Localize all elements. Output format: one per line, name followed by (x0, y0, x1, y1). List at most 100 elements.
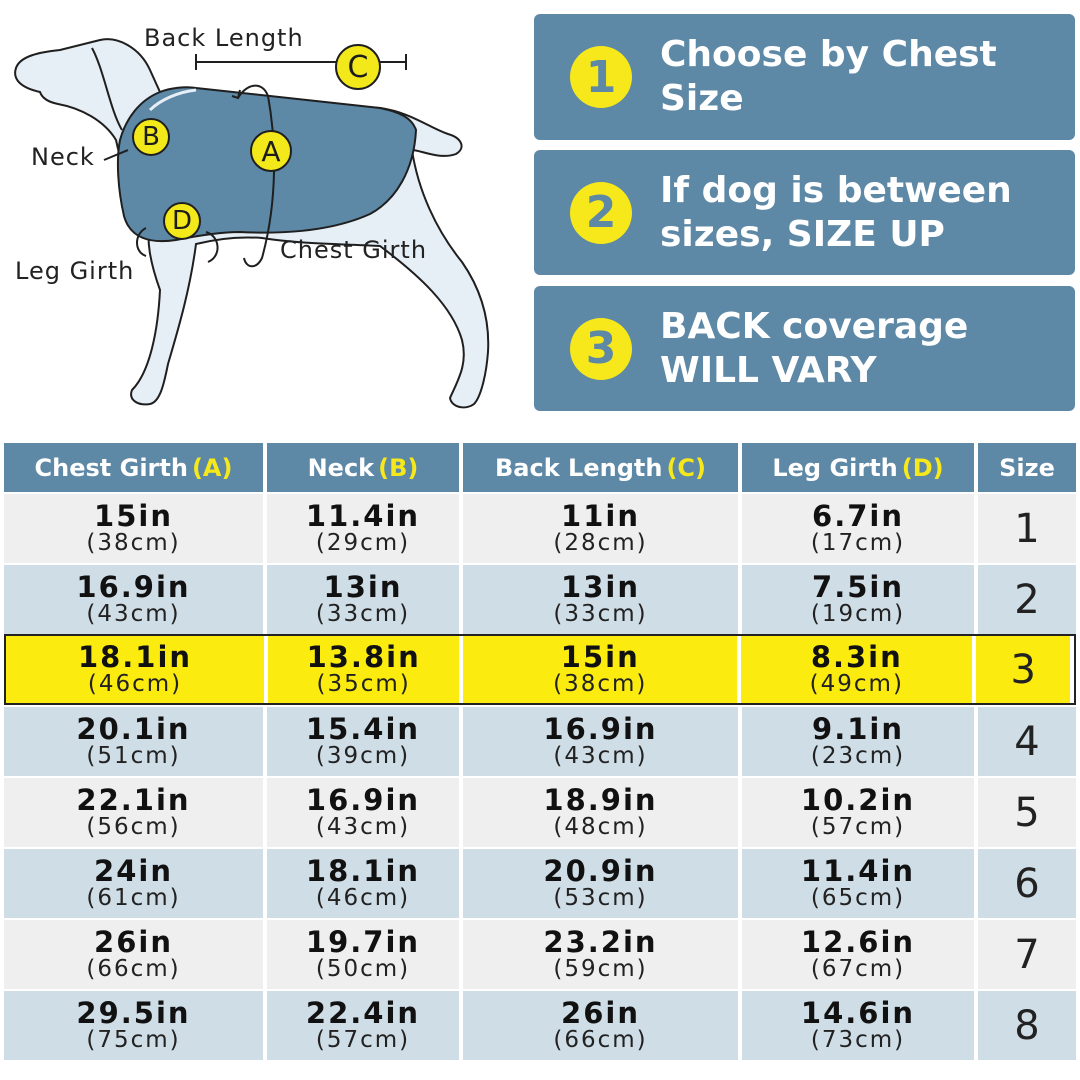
size-value: 7 (1014, 931, 1040, 978)
tip-text: If dog is between sizes, SIZE UP (660, 169, 1012, 257)
size-value: 2 (1014, 576, 1040, 623)
leg-girth-cell: 7.5in (19cm) (742, 565, 978, 634)
tip-line: BACK coverage (660, 305, 969, 347)
inch-value: 18.1in (305, 853, 421, 888)
tip-3: 3 BACK coverage WILL VARY (534, 286, 1075, 411)
back-length-cell: 15in (38cm) (463, 636, 742, 703)
leg-girth-cell: 11.4in (65cm) (742, 849, 978, 918)
inch-value: 29.5in (76, 995, 191, 1030)
cm-value: (19cm) (810, 600, 906, 627)
tip-text: BACK coverage WILL VARY (660, 305, 968, 393)
inch-value: 15in (94, 498, 173, 533)
size-cell: 1 (978, 494, 1076, 563)
chest-girth-cell: 26in (66cm) (4, 920, 267, 989)
cm-value: (50cm) (315, 955, 411, 982)
cm-value: (38cm) (553, 670, 648, 697)
inch-value: 11.4in (305, 498, 421, 533)
inch-value: 15.4in (305, 711, 421, 746)
table-body: 15in (38cm) 11.4in (29cm) 11in (28cm) 6.7in (17… (4, 492, 1076, 1060)
cm-value: (33cm) (553, 600, 648, 627)
table-row: 20.1in (51cm) 15.4in (39cm) 16.9in (43cm) 9.1i… (4, 705, 1076, 776)
inch-value: 13in (323, 569, 403, 604)
size-value: 8 (1014, 1002, 1040, 1049)
size-value: 1 (1014, 505, 1040, 552)
table-row: 29.5in (75cm) 22.4in (57cm) 26in (66cm) 14.6in… (4, 989, 1076, 1060)
size-value: 6 (1014, 860, 1040, 907)
cm-value: (35cm) (316, 670, 411, 697)
inch-value: 6.7in (812, 498, 904, 533)
leg-girth-label: Leg Girth (15, 257, 135, 285)
chest-girth-cell: 18.1in (46cm) (6, 636, 269, 703)
cm-value: (65cm) (810, 884, 906, 911)
inch-value: 20.9in (543, 853, 658, 888)
tip-line: sizes, SIZE UP (660, 213, 945, 255)
dog-ear-shape (91, 47, 123, 131)
marker-c: C (335, 44, 381, 90)
cm-value: (73cm) (810, 1026, 906, 1053)
table-header-row: Chest Girth (A) Neck (B) Back Length (C) Le… (4, 443, 1076, 492)
cm-value: (51cm) (86, 742, 181, 769)
cm-value: (39cm) (315, 742, 411, 769)
inch-value: 16.9in (305, 782, 421, 817)
tip-number-badge: 2 (570, 181, 632, 244)
size-cell: 3 (976, 636, 1074, 703)
inch-value: 22.4in (305, 995, 421, 1030)
back-length-cell: 13in (33cm) (463, 565, 742, 634)
tip-number-badge: 1 (570, 46, 632, 108)
tip-line: If dog is between (660, 169, 1012, 211)
cm-value: (33cm) (315, 600, 411, 627)
cm-value: (57cm) (315, 1026, 411, 1053)
dog-illustration (14, 38, 490, 409)
chest-girth-cell: 15in (38cm) (4, 494, 267, 563)
size-cell: 8 (978, 991, 1076, 1060)
inch-value: 8.3in (810, 639, 903, 674)
chest-girth-cell: 24in (61cm) (4, 849, 267, 918)
inch-value: 12.6in (800, 924, 916, 959)
inch-value: 20.1in (76, 711, 191, 746)
size-value: 4 (1014, 718, 1040, 765)
tip-1: 1 Choose by Chest Size (534, 14, 1075, 140)
cm-value: (61cm) (86, 884, 181, 911)
inch-value: 23.2in (543, 924, 658, 959)
neck-cell: 16.9in (43cm) (267, 778, 463, 847)
dog-measurement-diagram: Back Length Neck Chest Girth Leg Girth C… (0, 0, 520, 420)
size-value: 5 (1014, 789, 1040, 836)
back-length-cell: 26in (66cm) (463, 991, 742, 1060)
marker-a: A (250, 130, 292, 172)
table-row: 16.9in (43cm) 13in (33cm) 13in (33cm) 7.5in (19… (4, 563, 1076, 634)
cm-value: (48cm) (553, 813, 648, 840)
leg-girth-cell: 8.3in (49cm) (741, 636, 977, 703)
cm-value: (43cm) (86, 600, 181, 627)
inch-value: 9.1in (812, 711, 904, 746)
cm-value: (75cm) (86, 1026, 181, 1053)
size-value: 3 (1010, 646, 1036, 693)
inch-value: 16.9in (543, 711, 658, 746)
tip-line: Size (660, 78, 744, 119)
cm-value: (17cm) (810, 529, 906, 556)
cm-value: (66cm) (86, 955, 181, 982)
size-cell: 5 (978, 778, 1076, 847)
header-leg-girth: Leg Girth (D) (742, 443, 978, 492)
inch-value: 11in (561, 498, 640, 533)
size-cell: 4 (978, 707, 1076, 776)
neck-cell: 13in (33cm) (267, 565, 463, 634)
back-length-label: Back Length (144, 24, 304, 52)
inch-value: 13in (561, 569, 640, 604)
header-size: Size (999, 453, 1055, 482)
chest-girth-cell: 16.9in (43cm) (4, 565, 267, 634)
chest-girth-cell: 22.1in (56cm) (4, 778, 267, 847)
size-cell: 6 (978, 849, 1076, 918)
cm-value: (66cm) (553, 1026, 648, 1053)
leg-girth-cell: 6.7in (17cm) (742, 494, 978, 563)
back-length-cell: 18.9in (48cm) (463, 778, 742, 847)
header-back-length: Back Length (C) (463, 443, 742, 492)
neck-cell: 18.1in (46cm) (267, 849, 463, 918)
table-row: 18.1in (46cm) 13.8in (35cm) 15in (38cm) 8.3in(… (4, 634, 1076, 705)
neck-cell: 22.4in (57cm) (267, 991, 463, 1060)
cm-value: (46cm) (87, 670, 183, 697)
inch-value: 18.9in (543, 782, 658, 817)
inch-value: 7.5in (812, 569, 904, 604)
neck-cell: 19.7in (50cm) (267, 920, 463, 989)
table-row: 26in (66cm) 19.7in (50cm) 23.2in (59cm) 12.6in… (4, 918, 1076, 989)
tip-number-badge: 3 (570, 317, 632, 380)
